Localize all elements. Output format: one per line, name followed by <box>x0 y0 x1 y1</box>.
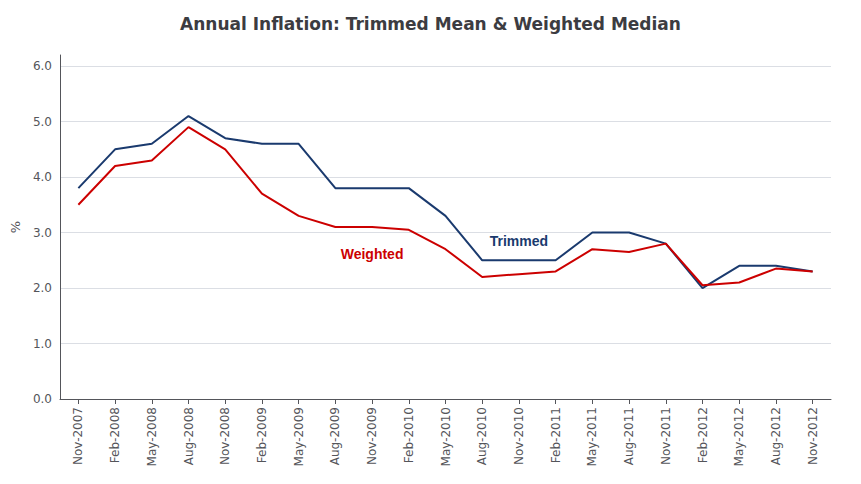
svg-text:May-2008: May-2008 <box>145 407 159 466</box>
svg-text:Trimmed: Trimmed <box>490 233 548 249</box>
svg-text:2.0: 2.0 <box>33 281 52 295</box>
svg-text:May-2012: May-2012 <box>732 407 746 466</box>
svg-text:Nov-2012: Nov-2012 <box>806 407 820 465</box>
svg-text:4.0: 4.0 <box>33 170 52 184</box>
svg-text:Weighted: Weighted <box>341 246 404 262</box>
svg-text:6.0: 6.0 <box>33 59 52 73</box>
svg-text:Feb-2010: Feb-2010 <box>402 407 416 463</box>
svg-text:Feb-2011: Feb-2011 <box>549 407 563 463</box>
svg-text:1.0: 1.0 <box>33 337 52 351</box>
svg-text:%: % <box>8 221 23 233</box>
svg-text:Nov-2011: Nov-2011 <box>659 407 673 465</box>
svg-text:Feb-2009: Feb-2009 <box>255 407 269 463</box>
svg-text:Nov-2009: Nov-2009 <box>365 407 379 465</box>
svg-text:Aug-2008: Aug-2008 <box>182 407 196 465</box>
svg-text:May-2010: May-2010 <box>439 407 453 466</box>
svg-text:Aug-2011: Aug-2011 <box>622 407 636 465</box>
svg-text:Aug-2010: Aug-2010 <box>475 407 489 465</box>
svg-text:Annual Inflation: Trimmed Mean: Annual Inflation: Trimmed Mean & Weighte… <box>180 14 681 34</box>
svg-text:Nov-2008: Nov-2008 <box>218 407 232 465</box>
svg-text:May-2009: May-2009 <box>292 407 306 466</box>
svg-text:3.0: 3.0 <box>33 226 52 240</box>
svg-text:May-2011: May-2011 <box>585 407 599 466</box>
svg-text:0.0: 0.0 <box>33 392 52 406</box>
svg-text:Nov-2010: Nov-2010 <box>512 407 526 465</box>
svg-text:Feb-2008: Feb-2008 <box>108 407 122 463</box>
svg-text:Nov-2007: Nov-2007 <box>71 407 85 465</box>
svg-text:Aug-2009: Aug-2009 <box>328 407 342 465</box>
svg-text:5.0: 5.0 <box>33 115 52 129</box>
svg-text:Feb-2012: Feb-2012 <box>696 407 710 463</box>
svg-text:Aug-2012: Aug-2012 <box>769 407 783 465</box>
